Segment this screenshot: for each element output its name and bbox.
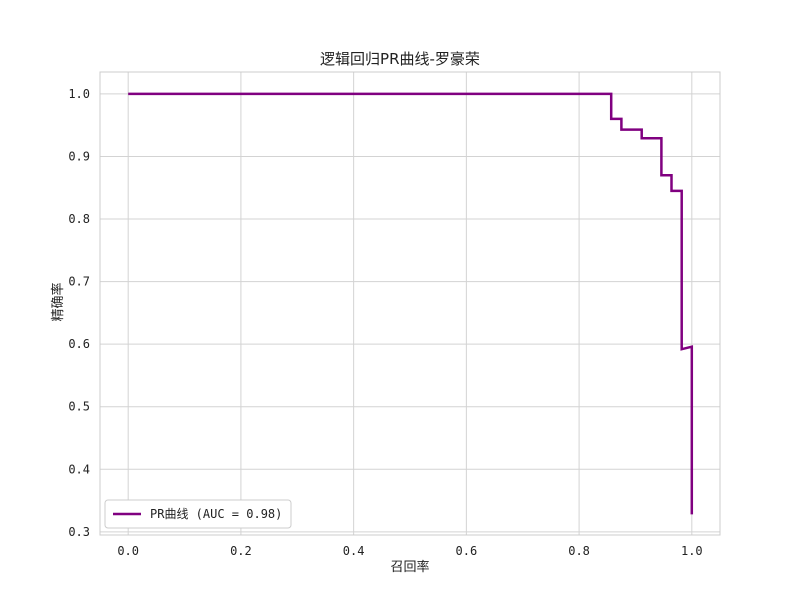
legend-box <box>104 499 292 529</box>
x-tick-label: 0.8 <box>568 544 590 558</box>
y-tick-label: 0.6 <box>68 337 90 351</box>
y-axis-label: 精确率 <box>50 282 66 321</box>
y-tick-label: 1.0 <box>68 87 90 101</box>
chart-title: 逻辑回归PR曲线-罗豪荣 <box>320 50 480 68</box>
plot-frame <box>99 71 721 536</box>
x-tick-label: 1.0 <box>681 544 703 558</box>
y-tick-label: 0.7 <box>68 275 90 289</box>
y-tick-label: 0.5 <box>68 400 90 414</box>
legend-series-label: PR曲线 (AUC = 0.98) <box>150 507 282 521</box>
x-tick-label: 0.4 <box>343 544 365 558</box>
y-tick-label: 0.9 <box>68 149 90 163</box>
series-layer <box>128 92 694 515</box>
x-axis-label: 召回率 <box>390 559 429 575</box>
y-tick-label: 0.8 <box>68 212 90 226</box>
y-tick-label: 0.3 <box>68 525 90 539</box>
x-tick-label: 0.0 <box>117 544 139 558</box>
y-tick-label: 0.4 <box>68 462 90 476</box>
x-tick-label: 0.6 <box>456 544 478 558</box>
x-tick-label: 0.2 <box>230 544 252 558</box>
pr-curve-line <box>128 92 694 515</box>
tick-layer: 0.0 0.2 0.4 0.6 0.8 1.0 0.3 0.4 0.5 0.6 0.7 0.8 0.9 1… <box>68 87 702 558</box>
legend: PR曲线 (AUC = 0.98) <box>104 499 292 529</box>
